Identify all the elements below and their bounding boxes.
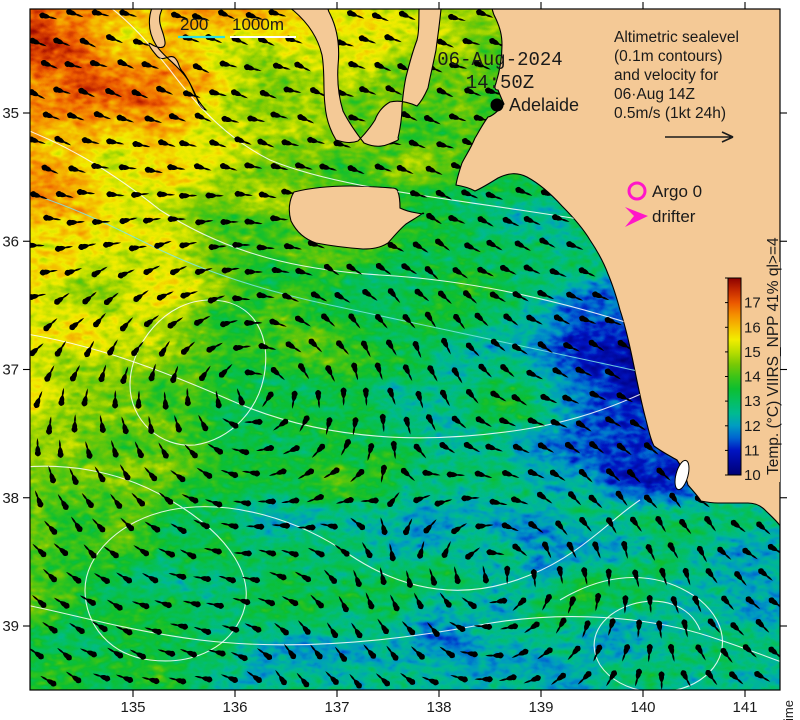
svg-text:Altimetric sealevel: Altimetric sealevel [614,29,739,46]
svg-text:10: 10 [744,467,761,484]
svg-text:35: 35 [2,105,19,122]
svg-text:36: 36 [2,233,19,250]
svg-text:137: 137 [324,699,349,716]
svg-text:drifter: drifter [652,207,696,226]
svg-text:37: 37 [2,362,19,379]
svg-text:06·Aug 14Z: 06·Aug 14Z [614,86,695,103]
svg-text:15: 15 [744,344,761,361]
svg-text:17: 17 [744,295,761,312]
svg-text:135: 135 [120,699,145,716]
svg-text:16: 16 [744,319,761,336]
svg-text:Adelaide: Adelaide [509,95,579,115]
svg-text:136: 136 [222,699,247,716]
svg-text:12: 12 [744,418,761,435]
svg-text:14: 14 [744,369,761,386]
svg-text:and velocity for: and velocity for [614,67,718,84]
svg-text:140: 140 [630,699,655,716]
svg-text:14:50Z: 14:50Z [466,72,534,94]
svg-text:141: 141 [732,699,757,716]
svg-text:Argo 0: Argo 0 [652,182,702,201]
svg-text:Temp. (°C) VIIRS_NPP 41% ql>=4: Temp. (°C) VIIRS_NPP 41% ql>=4 [765,237,782,475]
svg-text:38: 38 [2,490,19,507]
svg-text:0.5m/s (1kt 24h): 0.5m/s (1kt 24h) [614,105,726,122]
svg-text:13: 13 [744,393,761,410]
svg-text:139: 139 [528,699,553,716]
svg-text:200: 200 [180,15,208,34]
svg-text:06-Aug-2024: 06-Aug-2024 [437,49,562,71]
svg-text:39: 39 [2,618,19,635]
svg-text:1000m: 1000m [232,15,284,34]
svg-text:© IMOS 11-Aug-2024 11:45:22 Ho: © IMOS 11-Aug-2024 11:45:22 Hobart time [781,700,796,720]
svg-text:11: 11 [744,442,760,459]
svg-text:(0.1m contours): (0.1m contours) [614,48,723,65]
svg-text:138: 138 [426,699,451,716]
